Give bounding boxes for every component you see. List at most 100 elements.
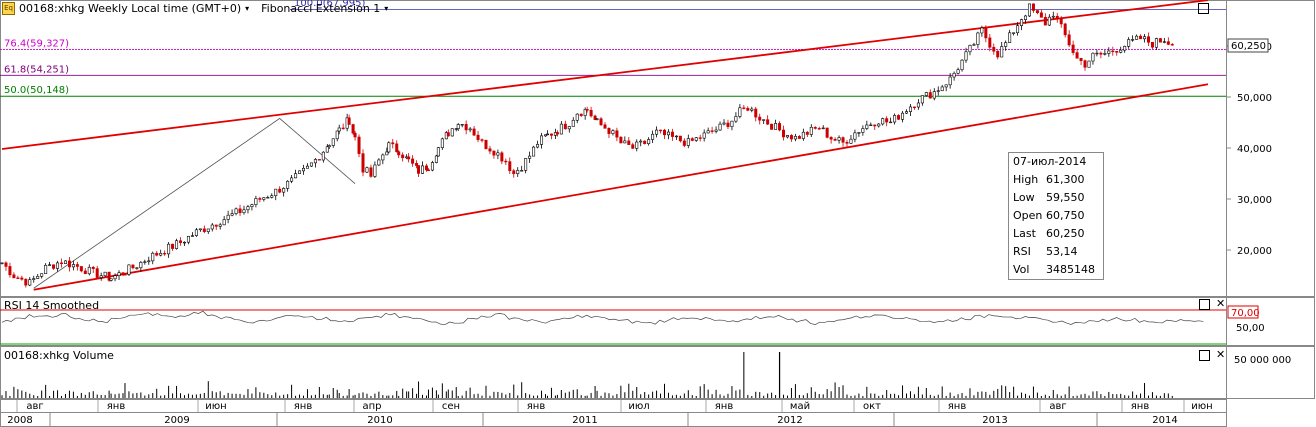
fib-top-label: 100.0(67,995) xyxy=(294,0,366,9)
candle-up xyxy=(908,106,912,112)
candle-down xyxy=(341,127,345,130)
candle-up xyxy=(440,138,444,148)
candle-up xyxy=(87,266,91,275)
candle-up xyxy=(0,262,4,264)
candle-up xyxy=(651,133,655,140)
candle-up xyxy=(175,240,179,249)
info-row: High 61,300 xyxy=(1009,171,1103,189)
candle-up xyxy=(44,264,48,274)
candle-down xyxy=(627,140,631,145)
candle-up xyxy=(135,267,139,269)
candle-down xyxy=(407,156,411,160)
candle-down xyxy=(1039,12,1043,18)
symbol-label[interactable]: 00168:xhkg Weekly Local time (GMT+0) xyxy=(19,2,242,15)
candle-down xyxy=(417,165,421,174)
candle-down xyxy=(710,130,714,132)
candle-down xyxy=(16,277,20,279)
candle-down xyxy=(619,136,623,144)
candle-down xyxy=(163,252,167,255)
candle-down xyxy=(1115,51,1119,53)
candle-up xyxy=(198,228,202,231)
candle-up xyxy=(674,135,678,138)
candle-down xyxy=(754,108,758,118)
candle-up xyxy=(1051,15,1055,18)
candle-up xyxy=(877,123,881,127)
candle-up xyxy=(734,116,738,122)
candle-down xyxy=(1083,60,1087,68)
month-label: сен xyxy=(442,401,460,412)
rsi-series xyxy=(0,309,1226,345)
candle-down xyxy=(391,142,395,145)
candle-down xyxy=(670,131,674,137)
candle-down xyxy=(746,107,750,111)
close-icon[interactable]: ✕ xyxy=(1216,348,1226,361)
candle-down xyxy=(742,107,746,109)
candle-down xyxy=(1139,35,1143,40)
candle-down xyxy=(492,150,496,156)
month-label: янв xyxy=(107,401,126,412)
candle-down xyxy=(1099,52,1103,55)
candle-up xyxy=(167,243,171,255)
candle-down xyxy=(395,143,399,152)
study-label[interactable]: Fibonacci Extension 1 xyxy=(261,2,381,15)
candle-up xyxy=(421,165,425,174)
candle-up xyxy=(1016,25,1020,34)
candle-down xyxy=(1043,17,1047,26)
candle-up xyxy=(611,130,615,134)
candle-down xyxy=(607,128,611,134)
candle-up xyxy=(117,272,121,276)
rsi-level-tag xyxy=(1227,305,1259,319)
candle-up xyxy=(904,111,908,114)
candle-up xyxy=(750,108,754,111)
candle-down xyxy=(789,135,793,140)
candle-up xyxy=(809,126,813,135)
candle-down xyxy=(585,109,589,111)
volume-panel[interactable] xyxy=(0,346,1227,399)
candle-down xyxy=(817,128,821,130)
last-price-tag xyxy=(1227,38,1269,53)
rsi-axis[interactable] xyxy=(1226,297,1315,346)
candle-down xyxy=(928,92,932,99)
candle-up xyxy=(853,132,857,140)
candle-down xyxy=(1035,10,1039,14)
candle-down xyxy=(1031,3,1035,11)
rsi-panel[interactable] xyxy=(0,297,1227,346)
candle-down xyxy=(107,271,111,281)
candle-up xyxy=(801,131,805,139)
maximize-icon[interactable] xyxy=(1199,299,1210,310)
candle-up xyxy=(516,170,520,175)
candle-down xyxy=(996,50,1000,58)
candle-up xyxy=(460,124,464,126)
info-value: 53,14 xyxy=(1046,245,1078,258)
year-label: 2013 xyxy=(982,415,1007,426)
maximize-icon[interactable] xyxy=(1198,3,1209,14)
candle-up xyxy=(881,118,885,125)
info-value: 61,300 xyxy=(1046,173,1085,186)
maximize-icon[interactable] xyxy=(1199,350,1210,361)
rsi-level-label: 70,00 xyxy=(1231,308,1260,319)
candle-down xyxy=(1150,41,1154,48)
close-icon[interactable]: ✕ xyxy=(1216,297,1226,310)
last-price-label: 60,250 xyxy=(1231,41,1266,52)
candle-down xyxy=(317,159,321,161)
info-key: Low xyxy=(1013,191,1035,204)
candle-up xyxy=(595,118,599,120)
eq-icon[interactable]: Eq xyxy=(2,2,15,15)
candle-up xyxy=(218,224,222,227)
candle-up xyxy=(575,113,579,121)
candle-down xyxy=(8,266,12,276)
candle-down xyxy=(353,132,357,138)
candle-up xyxy=(48,264,52,266)
candle-down xyxy=(278,188,282,193)
dropdown-arrow-icon[interactable]: ▾ xyxy=(245,4,250,13)
info-value: 60,750 xyxy=(1046,209,1085,222)
candle-up xyxy=(468,128,472,131)
candle-down xyxy=(488,148,492,152)
candle-up xyxy=(309,162,313,167)
month-label: июн xyxy=(205,401,226,412)
volume-axis[interactable] xyxy=(1226,346,1315,399)
volume-panel-buttons: ✕ xyxy=(1199,348,1226,361)
dropdown-arrow-icon[interactable]: ▾ xyxy=(384,4,389,13)
candle-up xyxy=(206,228,210,232)
